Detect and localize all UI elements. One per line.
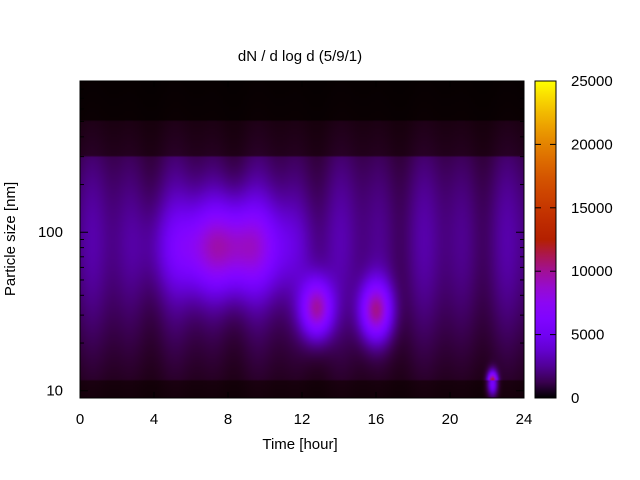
heatmap-cells [80,81,524,398]
colorbar-tick-label: 5000 [571,327,604,344]
x-tick-label: 12 [294,411,311,428]
x-tick-label: 24 [516,411,533,428]
x-tick-label: 8 [224,411,232,428]
x-tick-label: 0 [76,411,84,428]
x-tick-label: 20 [442,411,459,428]
y-tick-label: 100 [38,224,63,241]
chart-title: dN / d log d (5/9/1) [238,48,362,65]
y-axis-label: Particle size [nm] [2,182,19,296]
plot-area [80,81,524,398]
colorbar-tick-label: 0 [571,390,579,407]
x-axis: 0 4 8 12 16 20 24 [76,81,533,428]
colorbar-ticks: 0 5000 10000 15000 20000 25000 [535,73,613,407]
x-tick-label: 4 [150,411,158,428]
colorbar-gradient [534,80,557,399]
colorbar-tick-label: 25000 [571,73,613,90]
colorbar-tick-label: 20000 [571,136,613,153]
x-axis-label: Time [hour] [262,436,337,453]
x-tick-label: 16 [368,411,385,428]
colorbar-tick-label: 15000 [571,200,613,217]
y-tick-label: 10 [46,383,63,400]
colorbar: 0 5000 10000 15000 20000 25000 [534,73,613,407]
colorbar-tick-label: 10000 [571,263,613,280]
y-axis: 10 100 [38,80,524,400]
